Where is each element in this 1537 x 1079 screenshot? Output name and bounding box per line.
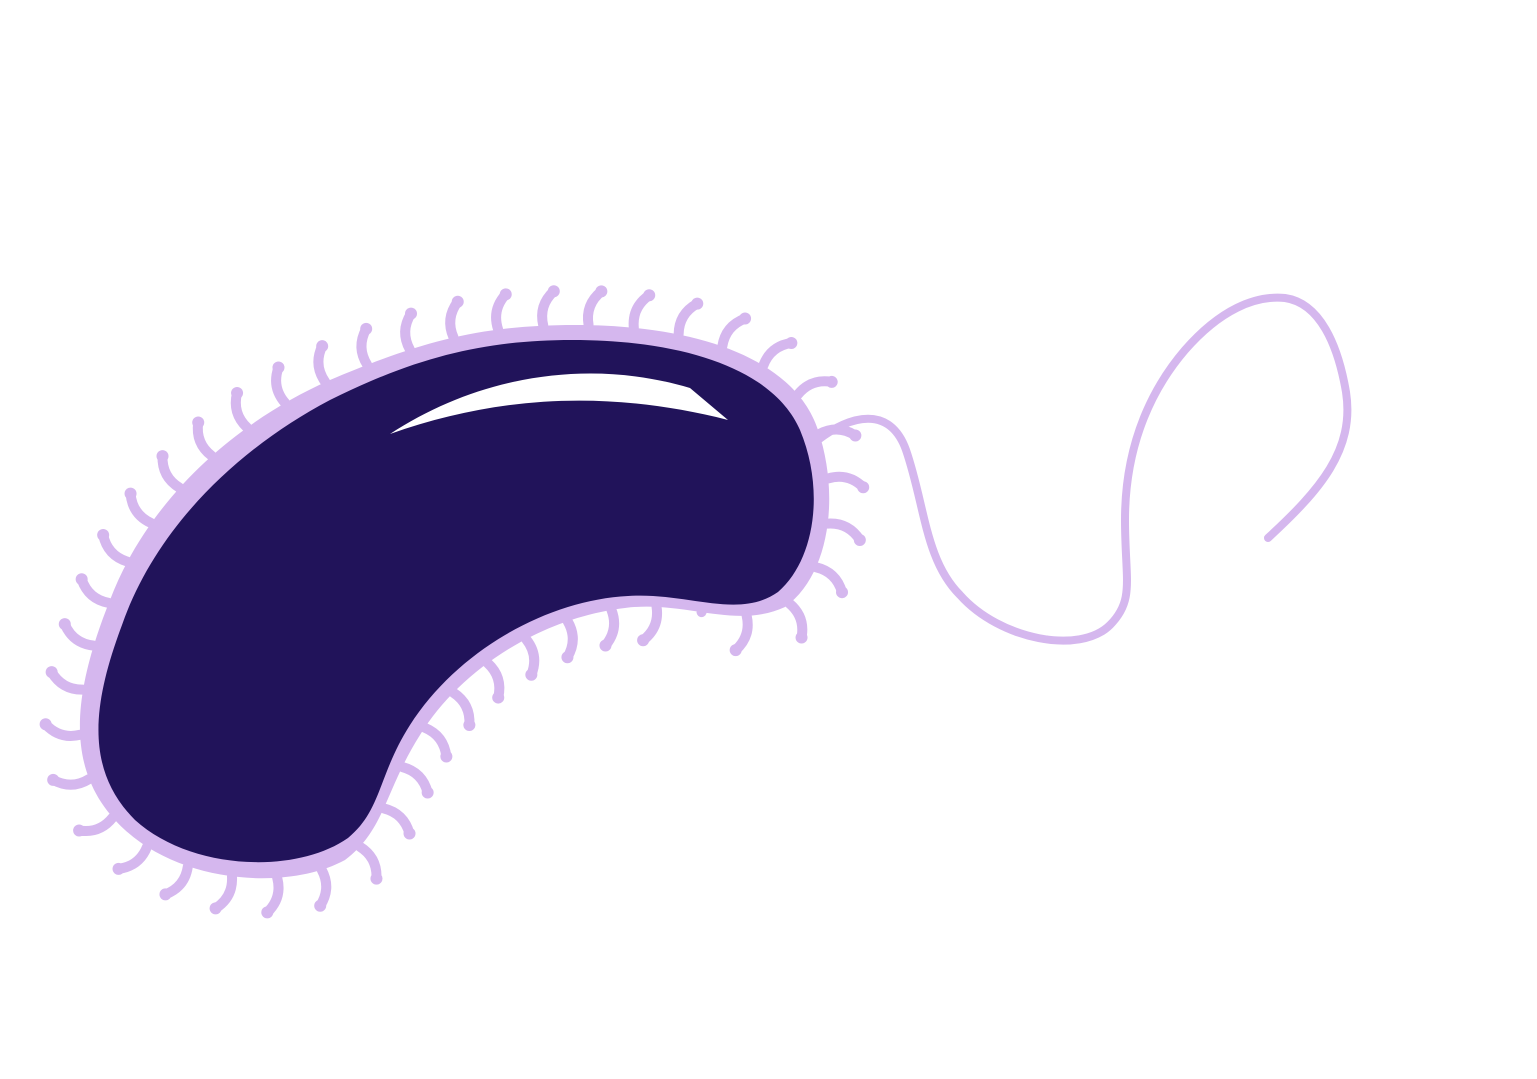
pilus-tip — [739, 312, 752, 325]
pilus-tip — [405, 307, 418, 320]
pilus-tip — [261, 906, 274, 919]
pilus-tip — [499, 288, 512, 301]
pilus-tip — [785, 336, 798, 349]
pilus-tip — [124, 487, 137, 500]
pilus-tip — [39, 718, 52, 731]
pilus-tip — [849, 429, 862, 442]
pilus-tip — [729, 644, 742, 657]
pilus-tip — [691, 297, 704, 310]
pilus-tip — [825, 375, 838, 388]
pilus-tip — [156, 450, 169, 463]
pilus-tip — [643, 289, 656, 302]
flagellum — [814, 293, 1352, 645]
highlight — [390, 373, 728, 434]
pilus-tip — [192, 416, 205, 429]
pilus-tip — [421, 786, 434, 799]
pilus-tip — [451, 295, 464, 308]
pilus-tip — [47, 773, 60, 786]
pilus-tip — [440, 750, 453, 763]
pilus-tip — [75, 573, 88, 586]
pilus-tip — [73, 824, 86, 837]
pilus-tip — [97, 529, 110, 542]
pilus-tip — [316, 340, 329, 353]
pilus-tip — [272, 361, 285, 374]
pilus-tip — [857, 481, 870, 494]
pilus-tip — [595, 285, 608, 298]
pilus-tip — [58, 618, 71, 631]
pilus-tip — [209, 902, 222, 915]
pilus-tip — [599, 639, 612, 652]
pilus-tip — [853, 533, 866, 546]
pilus-tip — [795, 631, 808, 644]
pilus-tip — [492, 691, 505, 704]
pili — [39, 285, 870, 919]
cell-body — [98, 340, 814, 863]
pilus-tip — [547, 285, 560, 298]
pilus-tip — [403, 827, 416, 840]
pilus-tip — [836, 586, 849, 599]
pilus-tip — [525, 668, 538, 681]
pilus-tip — [314, 899, 327, 912]
pilus-tip — [360, 322, 373, 335]
pilus-tip — [637, 634, 650, 647]
pilus-tip — [561, 651, 574, 664]
pilus-tip — [231, 386, 244, 399]
pilus-tip — [45, 666, 58, 679]
pilus-tip — [112, 862, 125, 875]
pilus-tip — [370, 872, 383, 885]
pilus-tip — [463, 719, 476, 732]
pilus-tip — [159, 888, 172, 901]
